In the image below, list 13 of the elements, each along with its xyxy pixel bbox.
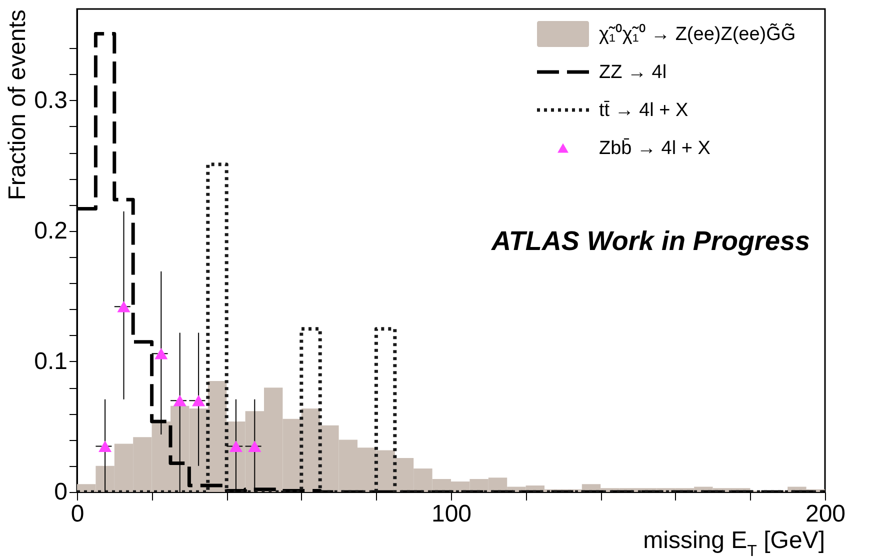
y-tick-label: 0.1 [34,348,68,375]
x-tick-label: 0 [70,500,84,528]
y-axis-title: Fraction of events [4,10,32,200]
y-tick-label: 0.2 [34,217,68,244]
legend-label: tt̄ → 4l + X [599,100,689,121]
y-tick-label: 0.3 [34,86,68,114]
x-tick-label: 100 [431,500,472,528]
annotation: ATLAS Work in Progress [490,226,810,256]
legend-label: ZZ → 4l [599,62,667,83]
x-tick-label: 200 [805,500,846,528]
y-tick-label: 0 [54,478,68,506]
legend-label: χ̃₁⁰χ̃₁⁰ → Z(ee)Z(ee)G̃G̃ [599,22,796,45]
legend-label: Zbb̄ → 4l + X [599,138,711,159]
